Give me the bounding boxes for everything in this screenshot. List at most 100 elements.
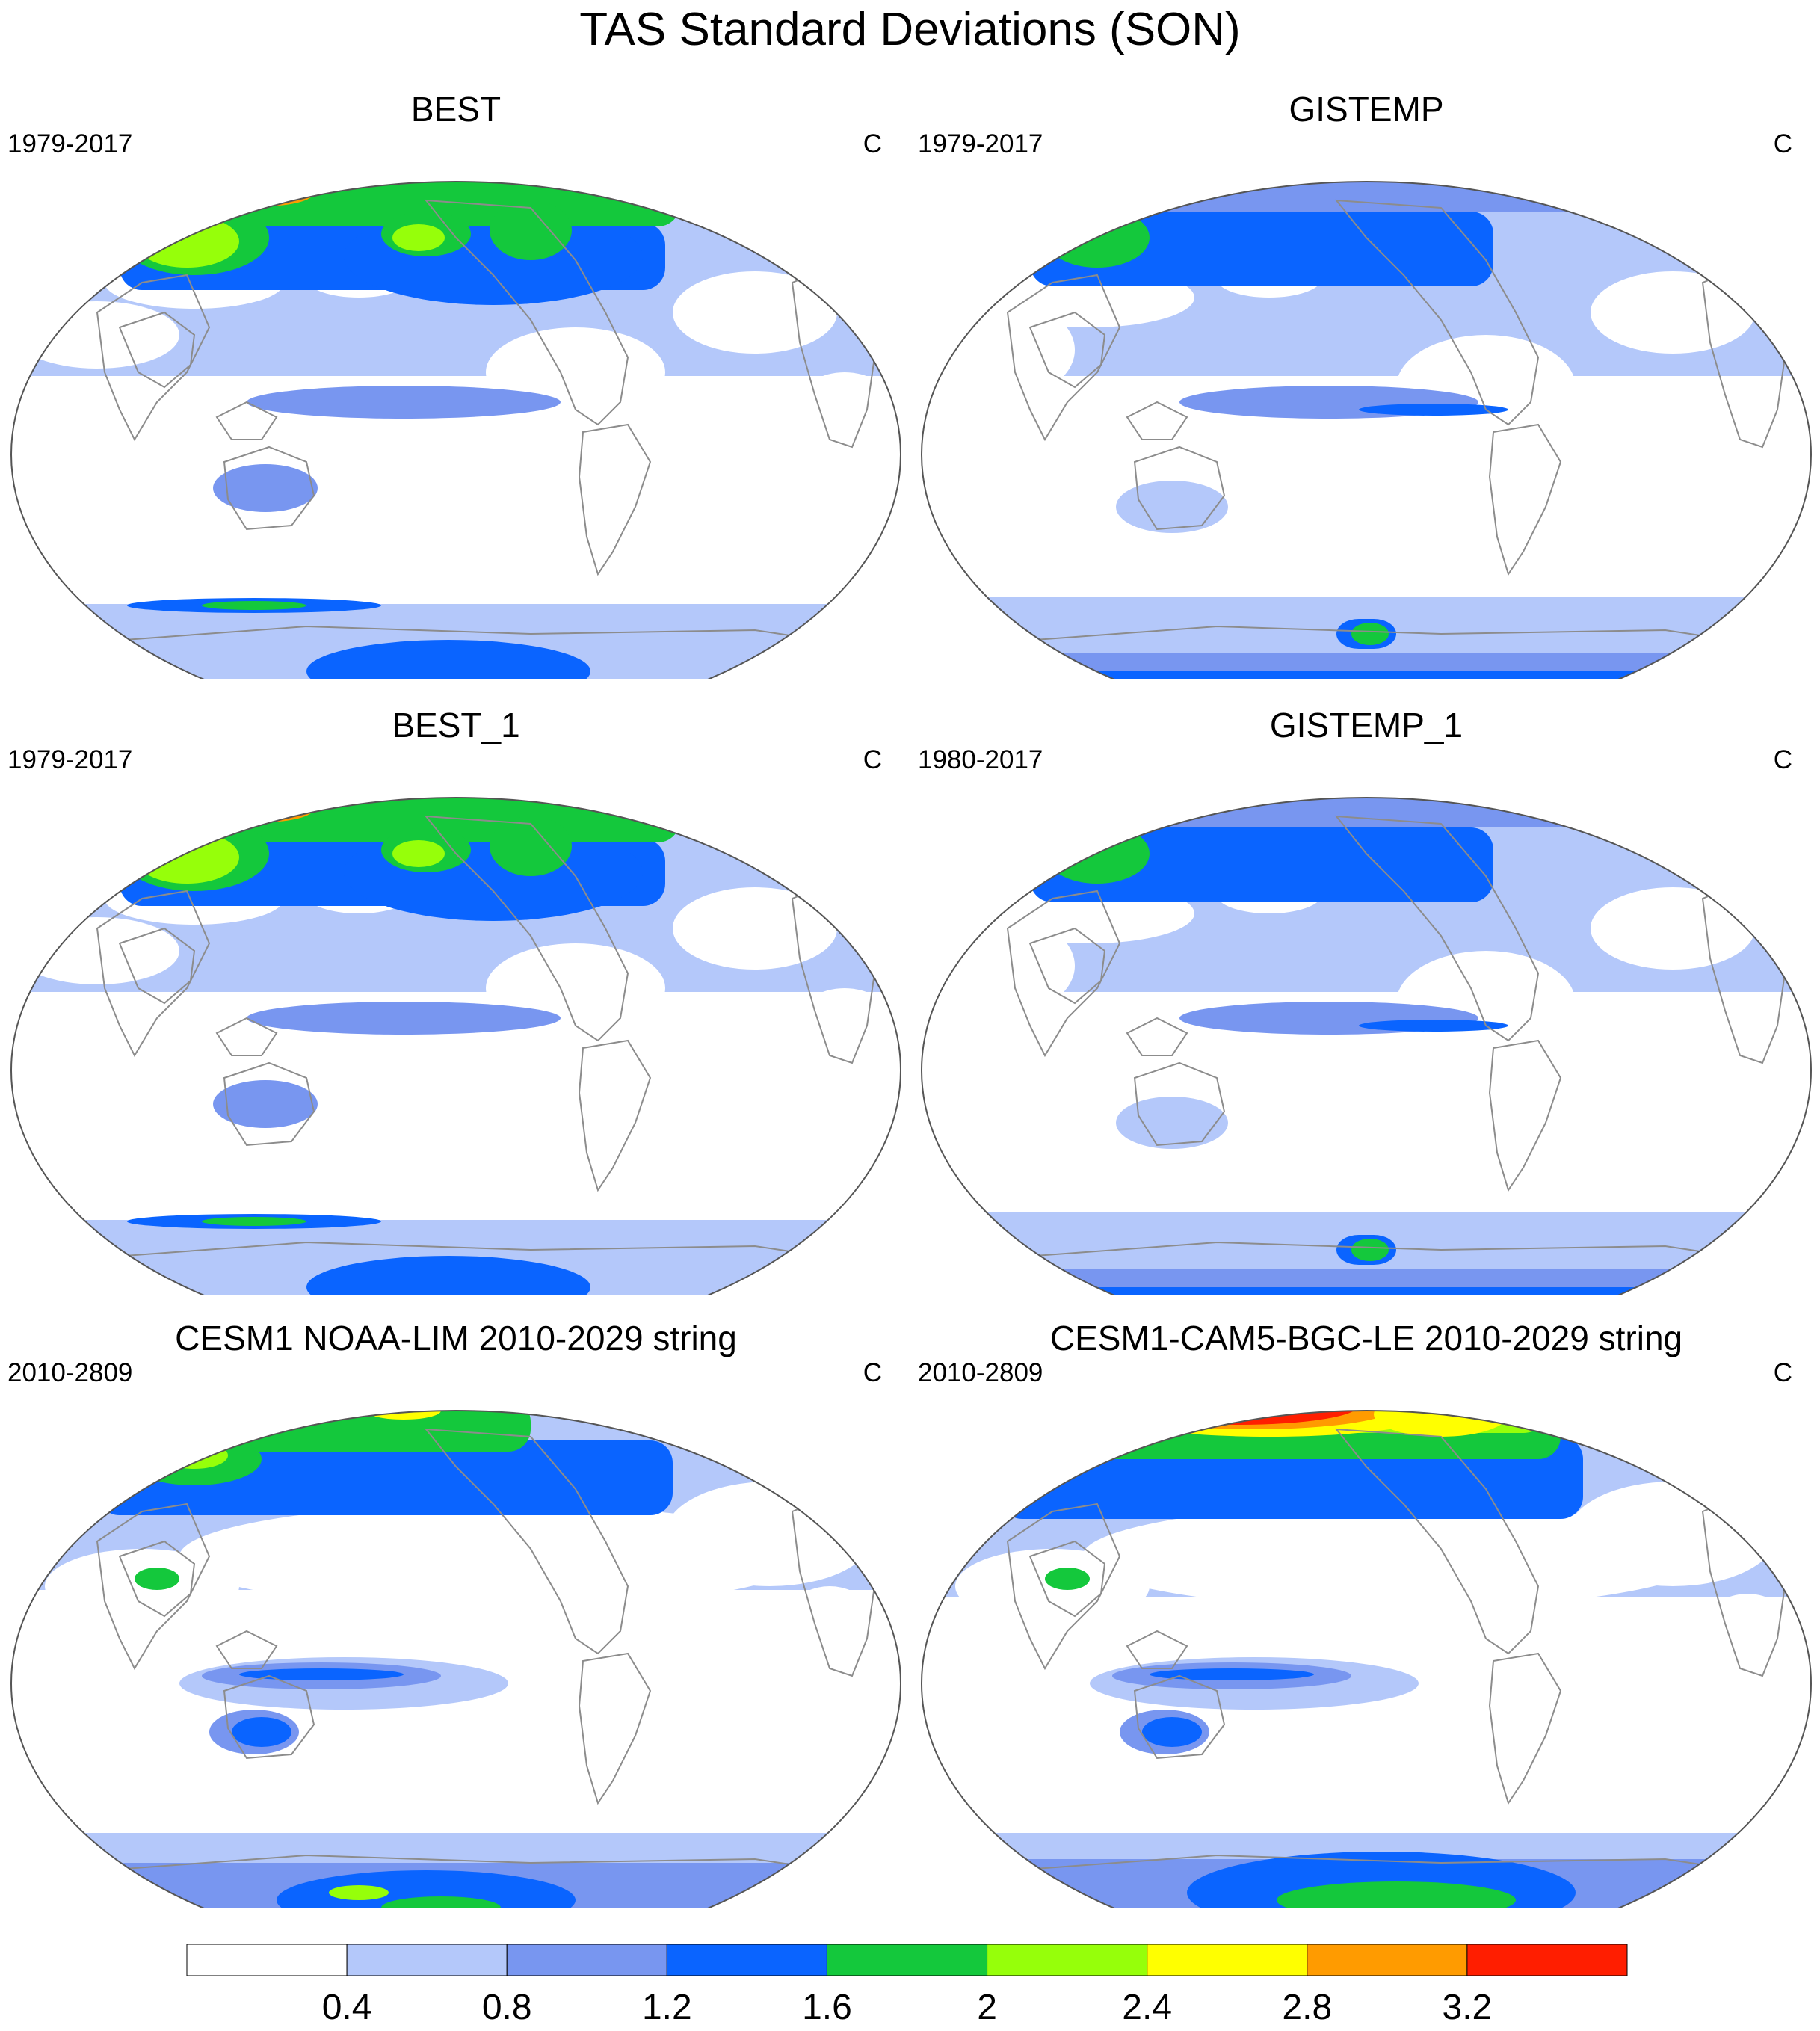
coastline [118,311,196,389]
colorbar-swatch [346,1944,508,1976]
contour-region [1116,1097,1228,1149]
contour-region [232,1717,291,1747]
map-field [922,182,1811,679]
contour-region [306,1721,665,1810]
contour-region [800,988,889,1048]
contour-region [1643,1411,1688,1437]
contour-region [1142,1717,1202,1747]
coastlines [96,1428,876,1871]
colorbar-swatch [1307,1944,1468,1976]
contour-region [1591,271,1755,354]
contour-region [127,1433,262,1485]
contour-region [1359,404,1508,416]
contour-region [374,1070,553,1130]
contour-region [800,372,889,432]
contour-region [1374,1141,1553,1194]
coastline [1028,927,1106,1005]
coastline [96,890,211,1058]
contour-region [1120,1411,1359,1425]
contour-region [1292,1093,1471,1153]
coastline [118,927,196,1005]
contour-region [1374,526,1553,578]
contour-region [1561,540,1740,593]
contour-region [922,913,1075,1018]
map-border [10,181,901,679]
colorbar-tick-label: 3.2 [1443,1988,1493,2027]
contour-region [673,271,837,354]
panel-title: GISTEMP_1 [1269,706,1463,745]
coastline [1126,1017,1188,1056]
map-panel-gistemp-1: GISTEMP_1 1980-2017 C [918,704,1815,1295]
map-gistemp [921,181,1812,679]
coastline [104,1854,830,1871]
contour-region [538,473,703,540]
contour-region [1456,1074,1620,1141]
contour-region [1620,1078,1785,1168]
coastline [118,1540,196,1618]
panel-period-label: 2010-2809 [918,1358,1043,1387]
colorbar-tick-label: 2.8 [1282,1988,1332,2027]
panel-title: GISTEMP [1289,90,1444,129]
contour-region [456,540,635,593]
coastline [578,1039,652,1192]
colorbar-swatch [506,1944,667,1976]
contour-region [1729,380,1811,499]
contour-region [1591,887,1755,970]
contour-region [650,1164,845,1216]
contour-region [202,1217,306,1226]
contour-region [1568,1482,1777,1586]
coastline [1488,1039,1562,1192]
contour-region [392,840,445,867]
contour-region [1456,458,1620,526]
map-gistemp-1 [921,797,1812,1295]
colorbar-swatch [1147,1944,1308,1976]
panel-period-label: 1979-2017 [918,129,1043,158]
coastline [215,401,278,440]
contour-region [1179,1127,1344,1179]
colorbar-tick-label: 0.8 [482,1988,532,2027]
contour-region [179,1504,807,1609]
contour-region [490,816,572,876]
contour-region [665,1482,874,1586]
colorbar-tick-label: 1.2 [642,1988,692,2027]
contour-region [37,514,217,574]
colorbar-tick-label: 2 [977,1988,997,2027]
colorbar-swatch [826,1944,988,1976]
contour-region [710,462,874,522]
contour-region [1351,623,1389,645]
contour-region [1150,1668,1314,1680]
contour-region [381,1896,501,1908]
panel-units-label: C [863,1358,882,1387]
contour-region [82,1863,830,1908]
contour-region [161,1442,228,1469]
contour-region [1082,1504,1710,1609]
panel-units-label: C [863,745,882,774]
contour-region [1067,671,1740,679]
contour-region [306,1256,590,1295]
coastline [1028,1540,1106,1618]
map-best [10,181,901,679]
coastline [1334,1428,1540,1655]
panel-period-label: 2010-2809 [7,1358,133,1387]
map-cesm1-noaa-lim [10,1410,901,1908]
contour-region [993,182,1591,212]
contour-region [1688,1594,1807,1728]
contour-region [1217,1721,1576,1810]
panel-units-label: C [1773,129,1792,158]
coastline [1014,1241,1741,1258]
colorbar-swatch [666,1944,827,1976]
contour-region [135,215,239,268]
map-border [921,181,1812,679]
contour-region [269,526,419,578]
contour-region [993,798,1591,827]
colorbar-swatch [987,1944,1148,1976]
coastline [1334,815,1540,1042]
figure-title: TAS Standard Deviations (SON) [579,4,1241,55]
panel-units-label: C [1773,745,1792,774]
coastline [215,1630,278,1669]
coastline [424,1428,629,1655]
contour-region [213,464,318,512]
contour-region [1396,951,1576,1055]
contour-region [329,1885,389,1900]
map-border [921,1410,1812,1908]
